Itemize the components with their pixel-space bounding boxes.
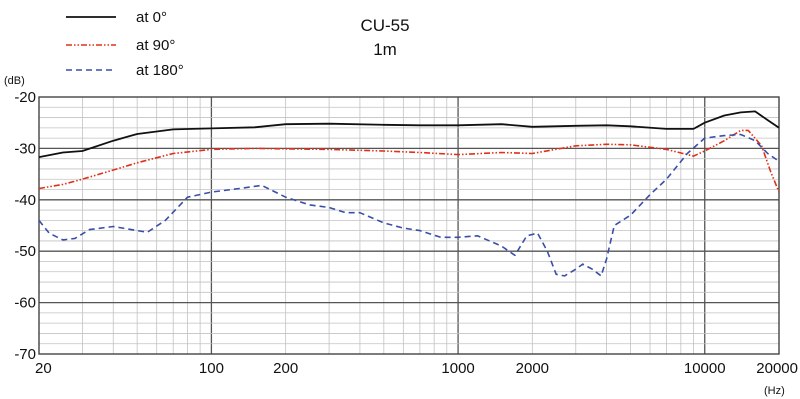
grid [39,97,779,354]
x-tick-label: 100 [199,360,224,377]
series-line-at-0 [38,110,780,158]
legend-label-at-90: at 90° [136,37,175,54]
series-line-at-180 [38,133,780,277]
y-tick-label: -30 [14,140,36,157]
chart-subtitle: 1m [373,40,397,59]
legend-label-at-180: at 180° [136,62,184,79]
y-tick-label: -20 [14,89,36,106]
x-tick-label: 1000 [441,360,474,377]
x-tick-label: 20 [35,360,52,377]
legend-label-at-0: at 0° [136,9,167,26]
x-tick-label: 200 [273,360,298,377]
y-tick-labels: -20 -30 -40 -50 -60 -70 [14,89,36,363]
y-tick-label: -70 [14,346,36,363]
y-tick-label: -40 [14,192,36,209]
legend: at 0° at 90° at 180° [66,9,184,79]
chart-title: CU-55 [360,16,409,35]
series-line-at-90 [38,129,780,193]
x-axis-unit-label: (Hz) [764,385,785,397]
x-tick-label: 2000 [516,360,549,377]
x-tick-labels: 20 100 200 1000 2000 10000 20000 [35,360,798,377]
x-tick-label: 10000 [684,360,726,377]
y-tick-label: -60 [14,295,36,312]
y-axis-unit-label: (dB) [4,75,25,87]
x-tick-label: 20000 [756,360,798,377]
y-tick-label: -50 [14,243,36,260]
plot-frame [38,96,780,355]
series-layer [38,110,780,277]
